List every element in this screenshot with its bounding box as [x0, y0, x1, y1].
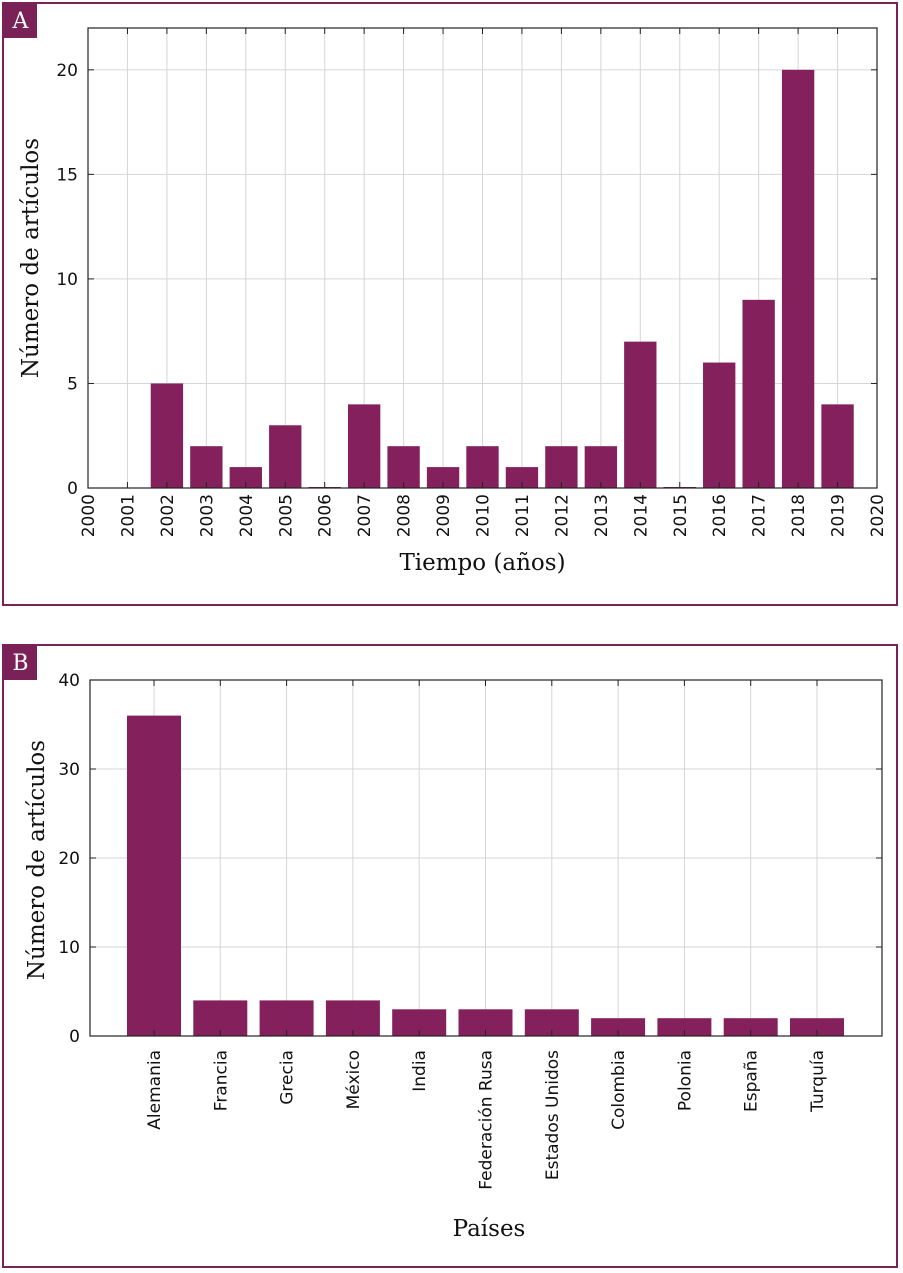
bar [426, 467, 460, 488]
panel-b: B Alemania Francia Grecia México India Federa… [2, 644, 898, 1268]
bar [742, 299, 775, 488]
x-tick-label: Estados Unidos [543, 1050, 563, 1180]
x-tick-label: 2009 [434, 494, 454, 537]
bar [466, 446, 499, 488]
bar [190, 446, 223, 488]
x-tick-label: España [742, 1050, 762, 1112]
x-tick-label: Polonia [675, 1050, 695, 1111]
bar [591, 1018, 646, 1036]
x-tick-label: 2001 [118, 494, 138, 537]
x-tick-label: 2018 [789, 494, 809, 537]
y-axis-label: Número de artículos [18, 138, 44, 378]
x-tick-label: 2016 [710, 494, 730, 537]
bar [723, 1018, 778, 1036]
x-tick-label: 2019 [829, 494, 849, 537]
y-tick-label: 15 [56, 165, 78, 185]
x-tick-label: Francia [211, 1050, 231, 1111]
x-tick-label: 2020 [868, 494, 888, 537]
panel-tag-a: A [4, 4, 37, 38]
x-tick-label: India [410, 1050, 430, 1092]
y-tick-label: 10 [58, 938, 80, 958]
y-axis-label: Número de artículos [24, 740, 50, 980]
bar [821, 404, 854, 488]
y-tick-label: 20 [58, 849, 80, 869]
x-tick-label: 2005 [276, 494, 296, 537]
x-tick-label: 2007 [355, 494, 375, 537]
bar [505, 467, 539, 488]
bar [624, 341, 657, 488]
y-tick-label: 0 [69, 1027, 80, 1047]
x-tick-label: 2004 [237, 494, 257, 537]
bar [269, 425, 302, 488]
y-tick-label: 40 [58, 671, 80, 691]
y-tick-label: 20 [56, 61, 78, 81]
panel-tag-b: B [4, 646, 37, 680]
y-tick-label: 30 [58, 760, 80, 780]
bar [790, 1018, 844, 1036]
x-axis-label: Países [453, 1216, 526, 1242]
bar [584, 446, 618, 488]
panel-a: A 2000 2001 2002 2003 2004 2005 2006 2007 2008 20… [2, 2, 898, 606]
x-tick-label: 2000 [79, 494, 99, 537]
x-tick-label: Federación Rusa [477, 1050, 497, 1190]
bar [781, 69, 815, 489]
x-tick-label: Alemania [145, 1050, 165, 1130]
x-tick-label: 2017 [750, 494, 770, 537]
bar [657, 1018, 712, 1036]
bar [127, 715, 181, 1036]
x-tick-label: 2012 [552, 494, 572, 537]
chart-a: 2000 2001 2002 2003 2004 2005 2006 2007 2008 2009… [18, 27, 888, 576]
bar [703, 362, 736, 488]
bar [347, 404, 381, 488]
x-tick-label: 2014 [631, 494, 651, 537]
x-tick-label: 2003 [197, 494, 217, 537]
x-axis-label: Tiempo (años) [399, 550, 565, 576]
x-tick-label: 2013 [592, 494, 612, 537]
bar [150, 383, 184, 488]
bar [545, 446, 578, 488]
x-tick-label: Grecia [278, 1050, 298, 1105]
x-tick-label: Colombia [609, 1050, 629, 1130]
x-tick-label: 2008 [395, 494, 415, 537]
x-tick-label: Turquía [808, 1050, 828, 1113]
y-tick-label: 10 [56, 270, 78, 290]
chart-b: Alemania Francia Grecia México India Federaci… [24, 671, 883, 1242]
bar [387, 446, 420, 488]
y-tick-label: 5 [67, 374, 78, 394]
x-tick-label: 2015 [671, 494, 691, 537]
x-tick-label: 2006 [316, 494, 336, 537]
y-tick-label: 0 [67, 479, 78, 499]
x-tick-label: 2011 [513, 494, 533, 537]
x-tick-label: México [344, 1050, 364, 1109]
x-tick-label: 2002 [158, 494, 178, 537]
x-tick-label: 2010 [474, 494, 494, 537]
bar [229, 467, 262, 488]
